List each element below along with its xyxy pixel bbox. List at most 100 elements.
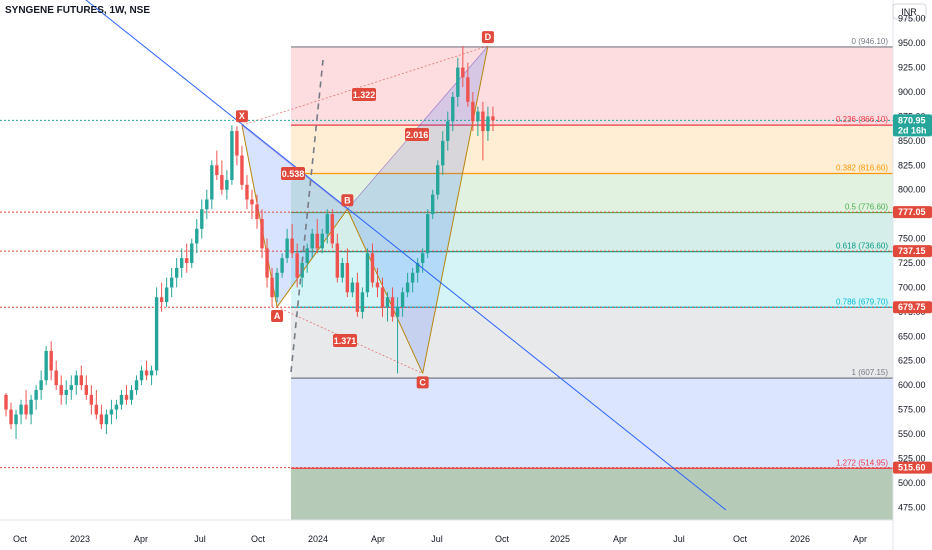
candle-body xyxy=(14,414,18,425)
projection-dashed-line xyxy=(290,59,324,373)
candle-body xyxy=(9,409,13,425)
candle-body xyxy=(466,77,470,102)
candle-body xyxy=(69,385,73,391)
fib-level-label: 0 (946.10) xyxy=(852,37,889,46)
y-tick-label: 950.00 xyxy=(898,38,926,48)
y-tick-label: 725.00 xyxy=(898,258,926,268)
candle-body xyxy=(275,272,279,298)
candle-body xyxy=(476,111,480,122)
price-badge xyxy=(893,245,932,258)
pattern-point-label: C xyxy=(419,377,426,387)
candle-body xyxy=(124,394,129,400)
candle-body xyxy=(159,297,164,303)
candle-body xyxy=(471,101,475,122)
candle-body xyxy=(441,140,445,166)
candle-body xyxy=(245,184,249,200)
candle-body xyxy=(405,282,410,293)
pattern-leg xyxy=(346,209,424,374)
x-tick-label: Apr xyxy=(134,534,148,544)
currency-box[interactable] xyxy=(892,3,927,20)
price-badge-text: 515.60 xyxy=(898,463,926,473)
y-tick-label: 600.00 xyxy=(898,380,926,390)
y-tick-label: 750.00 xyxy=(898,234,926,244)
candle-body xyxy=(335,243,340,278)
candle-body xyxy=(360,292,365,312)
candle-body xyxy=(190,243,194,263)
candle-body xyxy=(446,121,450,141)
price-badge-text: 679.75 xyxy=(898,302,926,312)
fib-level-label: 0.5 (776.60) xyxy=(845,203,888,212)
candle-body xyxy=(410,272,415,283)
candle-body xyxy=(89,394,94,405)
y-tick-label: 800.00 xyxy=(898,185,926,195)
candle-body xyxy=(325,214,329,234)
fib-zones xyxy=(291,46,893,520)
candle-body xyxy=(185,258,189,263)
currency-label: INR xyxy=(901,7,917,17)
y-tick-label: 925.00 xyxy=(898,63,926,73)
pattern-leg xyxy=(422,45,489,374)
candle-body xyxy=(174,267,179,278)
pattern-point-label: X xyxy=(239,111,245,121)
candle-body xyxy=(134,380,139,391)
y-tick-label: 825.00 xyxy=(898,160,926,170)
y-tick-label: 475.00 xyxy=(898,502,926,512)
x-tick-label: Oct xyxy=(733,534,748,544)
candle-body xyxy=(119,394,124,405)
fib-zone xyxy=(291,468,893,520)
candle-body xyxy=(169,277,174,288)
chart-title: SYNGENE FUTURES, 1W, NSE xyxy=(5,5,150,16)
candle-body xyxy=(265,248,269,278)
candle-body xyxy=(44,350,48,381)
pattern-point-label: D xyxy=(485,32,492,42)
candle-body xyxy=(225,179,229,190)
x-tick-label: Apr xyxy=(853,534,867,544)
fib-level-label: 1.272 (514.95) xyxy=(836,458,888,467)
price-badge xyxy=(893,114,932,137)
y-tick-label: 525.00 xyxy=(898,453,926,463)
candle-body xyxy=(315,233,319,249)
y-tick-label: 575.00 xyxy=(898,405,926,415)
candle-body xyxy=(205,199,209,210)
ratio-label: 1.322 xyxy=(353,90,376,100)
candle-body xyxy=(355,282,360,312)
candle-body xyxy=(280,258,284,273)
y-tick-label: 550.00 xyxy=(898,429,926,439)
y-tick-label: 650.00 xyxy=(898,331,926,341)
candle-body xyxy=(370,253,375,283)
ratio-badge xyxy=(333,334,357,347)
ratio-label: 1.371 xyxy=(334,336,357,346)
candle-body xyxy=(59,385,63,395)
candle-body xyxy=(149,370,154,376)
fib-level-label: 0.236 (866.10) xyxy=(836,115,888,124)
fib-zone xyxy=(291,307,893,379)
candle-body xyxy=(180,258,184,268)
x-tick-label: 2026 xyxy=(790,534,810,544)
candle-body xyxy=(250,199,254,205)
candle-body xyxy=(255,204,259,220)
candle-body xyxy=(195,228,199,244)
chart-labels: 0 (946.10) 0.236 (866.10) 0.382 (816.60) 0.… xyxy=(5,5,888,467)
x-tick-label: 2025 xyxy=(550,534,570,544)
candle-body xyxy=(230,131,234,180)
candle-body xyxy=(39,380,43,391)
xd-ratio-line xyxy=(241,45,489,126)
candle-body xyxy=(320,233,324,249)
candle-body xyxy=(104,414,109,425)
ratio-label: 2.016 xyxy=(406,130,429,140)
candle-body xyxy=(109,409,114,415)
fib-zone xyxy=(291,46,893,126)
candle-body xyxy=(310,233,314,249)
y-tick-label: 700.00 xyxy=(898,282,926,292)
candle-body xyxy=(200,209,204,229)
candle-body xyxy=(345,263,350,293)
candle-body xyxy=(270,277,274,298)
candle-body xyxy=(436,165,440,195)
candle-body xyxy=(54,370,58,386)
x-tick-label: Apr xyxy=(371,534,385,544)
x-tick-label: Jul xyxy=(673,534,685,544)
ratio-badge xyxy=(352,88,376,101)
candle-body xyxy=(154,297,159,371)
candle-body xyxy=(285,238,289,259)
